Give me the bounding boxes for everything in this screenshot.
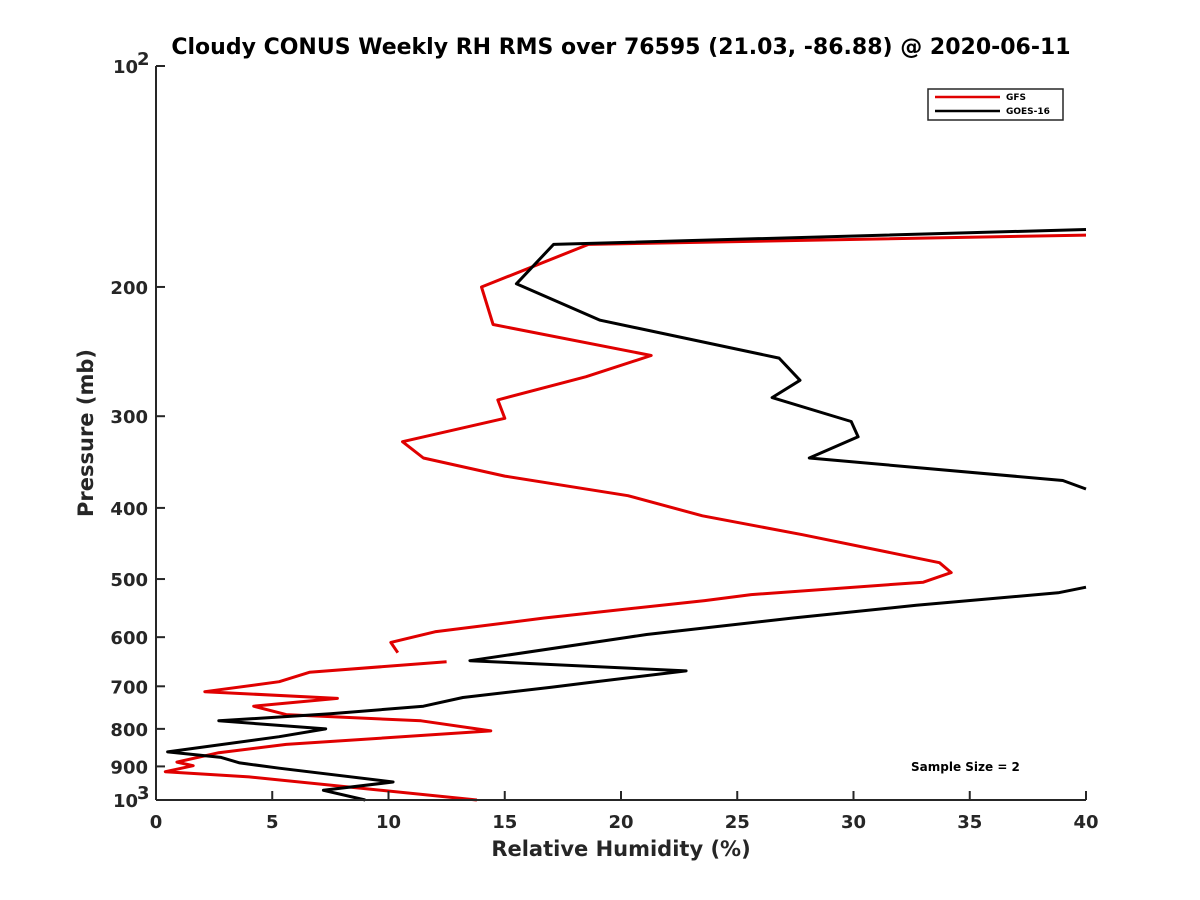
legend: GFS GOES-16 [927, 88, 1064, 121]
y-tick-label: 800 [110, 720, 148, 741]
x-ticks: 0 5 10 15 20 25 30 35 40 [150, 791, 1099, 833]
series-line-goes16-segment-2 [166, 585, 1087, 802]
x-tick-label: 35 [957, 812, 982, 833]
y-tick-label: 300 [110, 407, 148, 428]
x-tick-label: 20 [608, 812, 633, 833]
series-line-gfs-segment-2 [163, 660, 493, 802]
x-tick-label: 40 [1073, 812, 1098, 833]
x-tick-label: 5 [266, 812, 279, 833]
y-tick-label: 400 [110, 499, 148, 520]
y-tick-label: 900 [110, 757, 148, 778]
y-tick-exponent: 2 [137, 49, 150, 70]
chart-title: Cloudy CONUS Weekly RH RMS over 76595 (2… [171, 35, 1070, 60]
legend-box [927, 88, 1064, 121]
y-tick-label: 10 [113, 791, 138, 812]
legend-label-goes16: GOES-16 [1006, 107, 1050, 117]
plot-area: 0 5 10 15 20 25 30 35 40 10 220030040050060070080… [110, 49, 1098, 833]
series-line-gfs-segment-1 [389, 233, 1087, 654]
x-axis-label: Relative Humidity (%) [491, 837, 750, 861]
x-tick-label: 15 [492, 812, 517, 833]
x-tick-label: 30 [841, 812, 866, 833]
x-tick-label: 25 [725, 812, 750, 833]
y-tick-exponent: 3 [137, 783, 150, 804]
x-tick-label: 10 [376, 812, 401, 833]
y-tick-label: 200 [110, 278, 148, 299]
sample-size-annotation: Sample Size = 2 [911, 760, 1020, 774]
series-line-goes16-segment-1 [514, 228, 1087, 491]
y-tick-label: 500 [110, 570, 148, 591]
y-tick-label: 10 [113, 57, 138, 78]
x-tick-label: 0 [150, 812, 163, 833]
series-layer [163, 228, 1087, 802]
legend-label-gfs: GFS [1006, 93, 1026, 103]
y-tick-label: 700 [110, 677, 148, 698]
y-axis-label: Pressure (mb) [74, 349, 98, 517]
y-tick-label: 600 [110, 628, 148, 649]
